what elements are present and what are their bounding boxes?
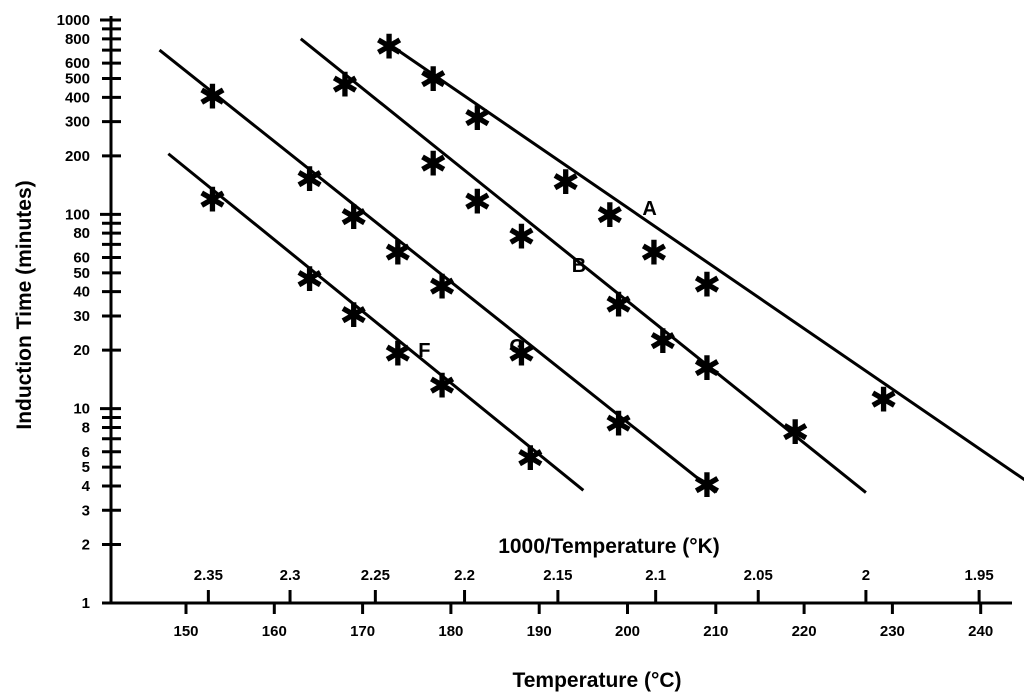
y-tick-label: 60 bbox=[73, 249, 90, 266]
series-b: ✱ ✱ ✱ ✱ ✱ ✱ ✱ ✱ B bbox=[299, 37, 867, 494]
series-layer: ✱✱✱✱✱✱✱✱A✱✱✱✱✱✱✱✱B✱✱✱✱✱✱✱✱G✱✱✱✱✱✱F bbox=[158, 29, 1024, 505]
series-line bbox=[167, 152, 585, 492]
y-tick-label: 50 bbox=[73, 265, 90, 282]
y-tick-label: 600 bbox=[65, 55, 90, 72]
x-tick-label: 240 bbox=[968, 623, 993, 640]
data-point: ✱ bbox=[340, 199, 369, 237]
data-point: ✱ bbox=[331, 67, 360, 105]
data-point: ✱ bbox=[419, 146, 448, 184]
x2-tick-label: 2.15 bbox=[543, 567, 572, 584]
data-point: ✱ bbox=[693, 267, 722, 305]
data-point: ✱ bbox=[340, 297, 369, 335]
x2-tick-label: 2 bbox=[862, 567, 870, 584]
x-axis-ticks: 150160170180190200210220230240250 bbox=[173, 603, 993, 640]
data-point: ✱ bbox=[428, 269, 457, 307]
data-point: ✱ bbox=[384, 335, 413, 373]
x-tick-label: 230 bbox=[880, 623, 905, 640]
y-tick-label: 100 bbox=[65, 206, 90, 223]
y-tick-label: 300 bbox=[65, 114, 90, 131]
x2-tick-label: 2.25 bbox=[361, 567, 390, 584]
x-tick-label: 190 bbox=[527, 623, 552, 640]
data-point: ✱ bbox=[649, 323, 678, 361]
y-tick-label: 200 bbox=[65, 148, 90, 165]
x-tick-label: 210 bbox=[703, 623, 728, 640]
data-point: ✱ bbox=[693, 350, 722, 388]
series-label: F bbox=[418, 340, 430, 362]
x2-tick-label: 2.35 bbox=[194, 567, 223, 584]
x-tick-label: 170 bbox=[350, 623, 375, 640]
x-tick-label: 180 bbox=[438, 623, 463, 640]
secondary-x-axis-title: 1000/Temperature (°K) bbox=[498, 535, 720, 558]
data-point: ✱ bbox=[507, 218, 536, 256]
y-tick-label: 30 bbox=[73, 308, 90, 325]
data-point: ✱ bbox=[693, 467, 722, 505]
series-line bbox=[388, 43, 1024, 482]
data-point: ✱ bbox=[604, 405, 633, 443]
data-point: ✱ bbox=[507, 335, 536, 373]
series-g: ✱✱✱✱✱✱✱✱G bbox=[158, 48, 722, 505]
x-tick-label: 200 bbox=[615, 623, 640, 640]
y-tick-label: 1000 bbox=[57, 12, 90, 29]
data-point: ✱ bbox=[428, 368, 457, 406]
y-tick-label: 10 bbox=[73, 401, 90, 418]
data-point: ✱ bbox=[516, 440, 545, 478]
data-point: ✱ bbox=[419, 61, 448, 99]
x2-tick-label: 2.1 bbox=[645, 567, 666, 584]
x2-tick-label: 2.05 bbox=[744, 567, 773, 584]
series-f: ✱✱✱✱✱✱F bbox=[167, 152, 585, 492]
data-point: ✱ bbox=[463, 184, 492, 222]
data-point: ✱ bbox=[198, 181, 227, 219]
y-tick-label: 4 bbox=[82, 478, 91, 495]
data-point: ✱ bbox=[295, 161, 324, 199]
y-tick-label: 40 bbox=[73, 284, 90, 301]
y-tick-label: 400 bbox=[65, 89, 90, 106]
y-tick-label: 8 bbox=[82, 419, 90, 436]
series-line bbox=[299, 37, 867, 494]
y-tick-label: 6 bbox=[82, 444, 90, 461]
x2-tick-label: 1.95 bbox=[965, 567, 994, 584]
data-point: ✱ bbox=[198, 78, 227, 116]
series-label: A bbox=[642, 198, 656, 220]
series-label: B bbox=[572, 255, 586, 277]
y-tick-label: 3 bbox=[82, 502, 90, 519]
data-point: ✱ bbox=[551, 164, 580, 202]
y-tick-label: 5 bbox=[82, 459, 90, 476]
x2-tick-label: 2.2 bbox=[454, 567, 475, 584]
data-point: ✱ bbox=[640, 234, 669, 272]
y-tick-label: 20 bbox=[73, 342, 90, 359]
data-point: ✱ bbox=[375, 29, 404, 67]
data-point: ✱ bbox=[295, 261, 324, 299]
x-tick-label: 220 bbox=[792, 623, 817, 640]
x-axis-title: Temperature (°C) bbox=[512, 669, 681, 692]
data-point: ✱ bbox=[384, 234, 413, 272]
series-a: ✱ ✱ ✱ ✱ ✱ ✱ ✱ ✱ A bbox=[375, 29, 1024, 482]
y-tick-label: 1 bbox=[82, 595, 90, 612]
y-tick-label: 80 bbox=[73, 225, 90, 242]
data-point: ✱ bbox=[596, 197, 625, 235]
x-tick-label: 160 bbox=[262, 623, 287, 640]
y-axis-title: Induction Time (minutes) bbox=[13, 180, 36, 429]
data-point: ✱ bbox=[869, 382, 898, 420]
x-tick-label: 150 bbox=[173, 623, 198, 640]
x2-tick-label: 2.3 bbox=[280, 567, 301, 584]
data-point: ✱ bbox=[463, 100, 492, 138]
series-line bbox=[158, 48, 717, 494]
data-point: ✱ bbox=[781, 414, 810, 452]
series-label: G bbox=[509, 336, 525, 358]
y-tick-label: 2 bbox=[82, 536, 90, 553]
data-point: ✱ bbox=[604, 286, 633, 324]
y-tick-label: 500 bbox=[65, 71, 90, 88]
y-tick-label: 800 bbox=[65, 31, 90, 48]
